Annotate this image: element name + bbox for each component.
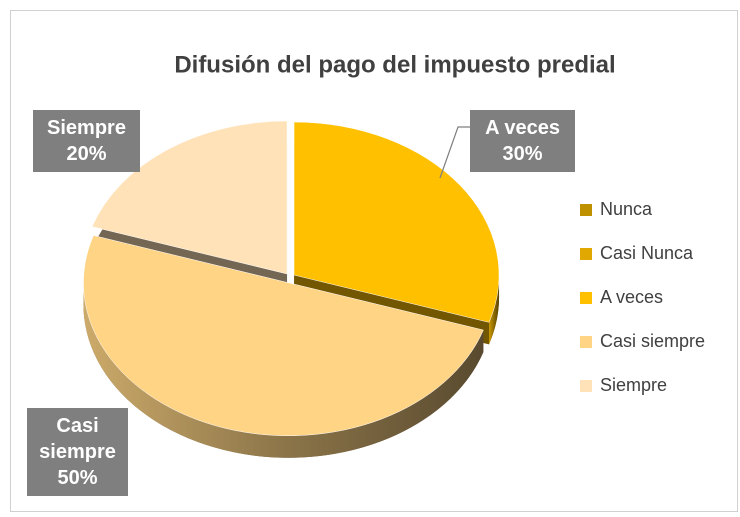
slice	[293, 121, 500, 323]
data-label-category: Casi siempre	[39, 415, 116, 463]
legend-label: Nunca	[600, 199, 653, 219]
data-label-percent: 20%	[66, 143, 107, 165]
leader-line	[439, 126, 470, 179]
data-label: Casi siempre 50%	[27, 408, 128, 496]
slice	[83, 235, 484, 436]
slice-side	[489, 275, 500, 345]
legend-swatch	[580, 336, 592, 348]
slice	[91, 120, 288, 275]
legend-swatch	[580, 380, 592, 392]
legend-label: Casi Nunca	[600, 243, 694, 263]
legend-swatch	[580, 248, 592, 260]
data-label: Siempre 20%	[33, 110, 140, 172]
data-label-category: A veces	[485, 117, 560, 139]
legend-label: A veces	[600, 287, 663, 307]
data-label-category: Siempre	[47, 117, 126, 139]
legend-label: Siempre	[600, 375, 667, 395]
data-label-percent: 30%	[502, 143, 543, 165]
data-label: A veces 30%	[470, 110, 575, 172]
legend-swatch	[580, 204, 592, 216]
legend-label: Casi siempre	[600, 331, 705, 351]
legend-swatch	[580, 292, 592, 304]
chart-title: Difusión del pago del impuesto predial	[174, 51, 615, 78]
data-label-percent: 50%	[57, 467, 98, 489]
